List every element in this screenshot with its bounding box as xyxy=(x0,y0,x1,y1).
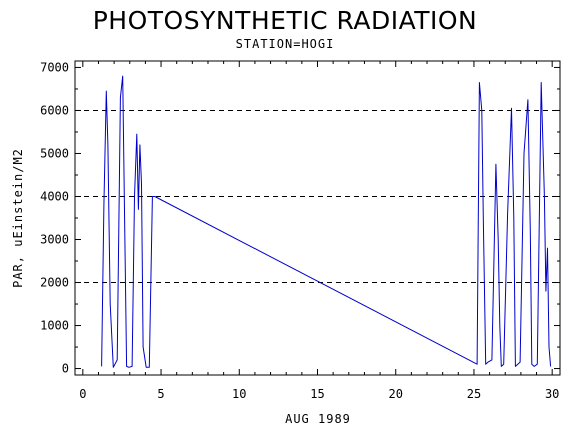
x-axis-label: AUG 1989 xyxy=(285,412,351,426)
x-tick-label: 20 xyxy=(388,387,402,401)
y-tick-label: 2000 xyxy=(40,276,69,290)
plot-frame xyxy=(74,60,561,376)
y-axis: 0 1000 2000 3000 4000 5000 6000 7000 xyxy=(40,60,560,376)
x-tick-label: 10 xyxy=(232,387,246,401)
reference-lines xyxy=(75,109,560,284)
y-tick-label: 1000 xyxy=(40,319,69,333)
x-tick-label: 0 xyxy=(79,387,86,401)
x-tick-label: 15 xyxy=(310,387,324,401)
y-tick-label: 7000 xyxy=(40,60,69,74)
chart-subtitle: STATION=HOGI xyxy=(236,37,335,51)
x-tick-label: 30 xyxy=(545,387,559,401)
data-series xyxy=(101,75,552,368)
y-tick-label: 6000 xyxy=(40,103,69,117)
x-tick-label: 25 xyxy=(467,387,481,401)
x-axis: 0 5 10 15 20 25 30 xyxy=(79,61,559,401)
y-axis-label: PAR, uEinstein/M2 xyxy=(11,148,25,288)
x-tick-label: 5 xyxy=(157,387,164,401)
y-tick-label: 5000 xyxy=(40,146,69,160)
y-tick-label: 3000 xyxy=(40,233,69,247)
y-tick-label: 4000 xyxy=(40,189,69,203)
chart-title: PHOTOSYNTHETIC RADIATION xyxy=(93,6,478,35)
y-tick-label: 0 xyxy=(62,362,69,376)
series-line xyxy=(101,75,552,368)
